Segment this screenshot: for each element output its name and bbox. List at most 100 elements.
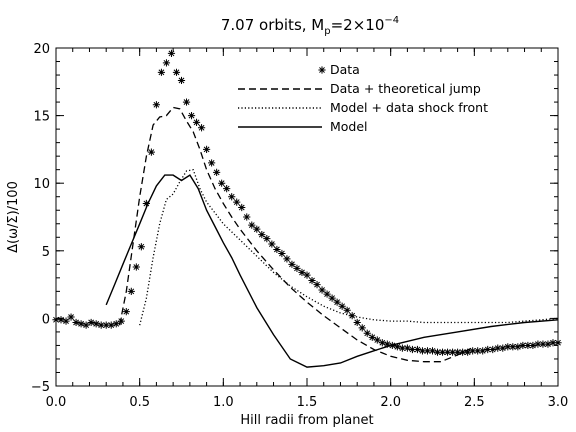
x-tick-label: 0.0 <box>46 395 67 410</box>
data-point <box>499 344 507 352</box>
data-point <box>228 193 236 201</box>
series-dashed <box>118 106 475 363</box>
data-point <box>358 324 366 332</box>
x-tick-label: 1.0 <box>213 395 234 410</box>
data-point <box>127 287 135 295</box>
y-axis: −5 0 5 10 15 20 <box>31 42 558 395</box>
data-point <box>438 348 447 356</box>
data-point <box>192 118 201 126</box>
data-point <box>303 271 311 279</box>
data-point <box>57 316 65 324</box>
data-point <box>92 320 100 328</box>
data-point <box>218 179 226 187</box>
data-point <box>157 68 166 76</box>
data-point <box>368 333 376 341</box>
data-point <box>97 321 105 329</box>
chart-title: 7.07 orbits, Mp=2×10−4 <box>221 15 399 37</box>
data-point <box>268 240 276 248</box>
data-point <box>323 290 331 298</box>
data-point <box>248 221 256 229</box>
data-point <box>348 312 356 320</box>
data-point <box>413 345 422 354</box>
data-point <box>514 343 522 351</box>
data-point <box>318 286 326 294</box>
data-point <box>479 347 487 355</box>
data-point <box>132 263 140 271</box>
series-dotted <box>139 168 559 326</box>
series-layer <box>52 49 562 368</box>
data-point <box>489 345 497 354</box>
data-point <box>484 345 492 354</box>
data-point <box>152 101 160 109</box>
x-tick-label: 2.5 <box>464 395 485 410</box>
data-point <box>52 316 60 324</box>
x-tick-label: 3.0 <box>548 395 569 410</box>
data-point <box>403 344 411 352</box>
y-tick-label: 15 <box>33 110 50 125</box>
data-point <box>167 49 176 58</box>
y-tick-label: 0 <box>42 312 50 327</box>
data-point <box>448 348 457 356</box>
data-point <box>454 348 462 356</box>
data-point <box>459 348 467 356</box>
data-point <box>77 320 85 328</box>
data-point <box>112 320 120 328</box>
y-tick-label: 10 <box>33 177 50 192</box>
x-axis: 0.0 0.5 1.0 1.5 2.0 2.5 3.0 <box>46 48 569 410</box>
data-point <box>539 340 547 348</box>
data-point <box>494 344 502 352</box>
data-point <box>82 321 90 329</box>
data-point <box>524 341 532 350</box>
y-axis-label: Δ(ω/Σ)/100 <box>6 181 21 253</box>
data-point <box>398 344 406 352</box>
data-point <box>338 302 346 310</box>
data-point <box>203 145 211 153</box>
data-point <box>333 298 341 306</box>
data-point <box>117 317 125 325</box>
data-point <box>293 264 301 272</box>
y-tick-label: −5 <box>31 380 50 395</box>
data-point <box>298 268 306 277</box>
data-point <box>233 198 241 206</box>
data-point <box>383 340 391 348</box>
data-point <box>253 225 261 233</box>
data-point <box>353 318 361 327</box>
legend-label: Model <box>330 119 368 134</box>
series-solid <box>105 174 559 368</box>
data-point <box>208 159 216 167</box>
data-point <box>373 336 381 344</box>
data-point <box>554 339 562 347</box>
legend-marker-data <box>318 66 326 74</box>
data-point <box>62 317 70 325</box>
data-point <box>509 343 517 351</box>
data-point <box>308 276 316 285</box>
data-point <box>428 347 437 355</box>
data-point <box>263 235 271 243</box>
data-point <box>474 347 482 355</box>
data-point <box>142 199 150 208</box>
legend-label: Data + theoretical jump <box>330 81 481 96</box>
series-asterisk <box>52 49 562 356</box>
data-point <box>87 318 95 327</box>
data-point <box>197 124 206 132</box>
plot-frame <box>55 47 559 387</box>
data-point <box>72 318 80 327</box>
data-point <box>273 245 281 254</box>
data-point <box>283 255 291 263</box>
data-point <box>544 340 552 348</box>
data-point <box>67 313 75 321</box>
data-point <box>147 148 155 156</box>
data-point <box>328 294 336 302</box>
data-point <box>258 230 266 239</box>
data-point <box>177 76 186 85</box>
data-point <box>182 98 191 106</box>
data-point <box>469 347 477 355</box>
data-point <box>418 347 427 355</box>
data-point <box>162 59 171 67</box>
data-point <box>549 339 557 347</box>
data-point <box>187 112 196 120</box>
data-point <box>504 343 512 351</box>
data-point <box>343 306 351 314</box>
data-point <box>278 249 286 258</box>
data-point <box>519 341 527 350</box>
